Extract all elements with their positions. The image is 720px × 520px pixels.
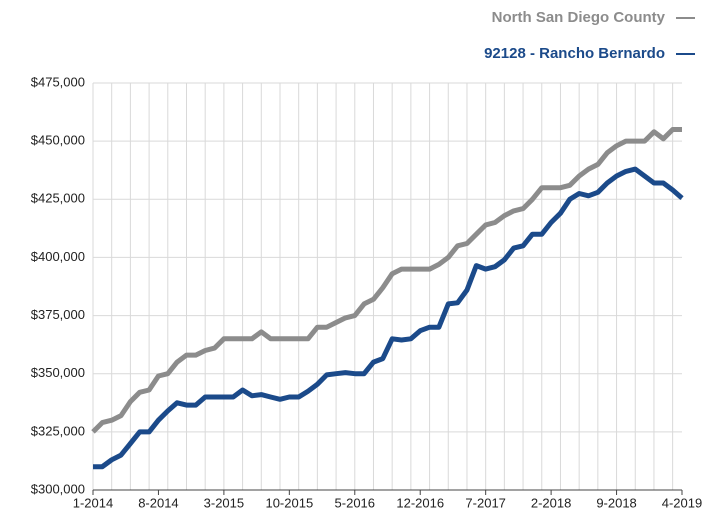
- y-tick-label: $300,000: [31, 481, 85, 496]
- series-line: [91, 127, 682, 434]
- x-tick-label: 7-2017: [465, 495, 505, 510]
- y-tick-label: $400,000: [31, 249, 85, 264]
- x-tick-label: 3-2015: [204, 495, 244, 510]
- x-tick-label: 1-2014: [73, 495, 113, 510]
- x-tick-label: 4-2019: [662, 495, 702, 510]
- x-tick-label: 5-2016: [335, 495, 375, 510]
- y-tick-label: $475,000: [31, 74, 85, 89]
- y-tick-label: $450,000: [31, 133, 85, 148]
- x-tick-label: 8-2014: [138, 495, 178, 510]
- x-tick-label: 10-2015: [265, 495, 313, 510]
- series-line: [93, 166, 684, 470]
- x-tick-label: 12-2016: [396, 495, 444, 510]
- x-tick-label: 2-2018: [531, 495, 571, 510]
- legend-label: 92128 - Rancho Bernardo: [484, 45, 665, 62]
- x-tick-label: 9-2018: [596, 495, 636, 510]
- y-tick-label: $425,000: [31, 191, 85, 206]
- legend-label: North San Diego County: [492, 9, 666, 26]
- y-tick-label: $325,000: [31, 423, 85, 438]
- y-tick-label: $350,000: [31, 365, 85, 380]
- y-tick-label: $375,000: [31, 307, 85, 322]
